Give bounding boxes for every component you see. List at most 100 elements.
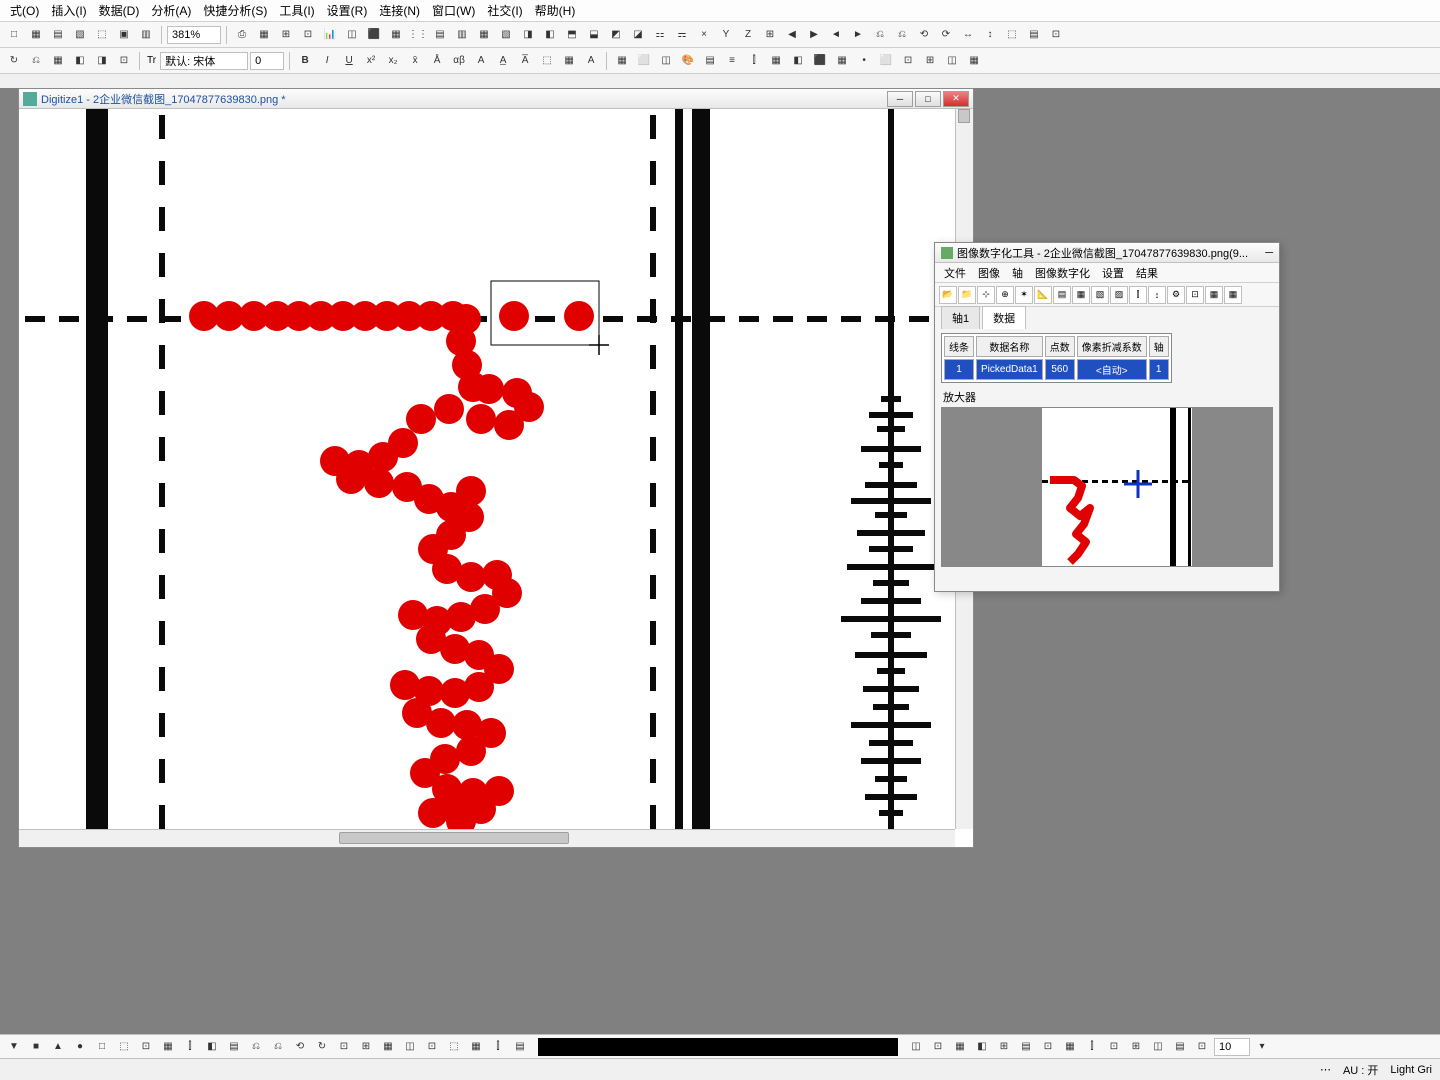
- tb1-right-btn-11[interactable]: ▦: [474, 25, 494, 45]
- bottom-dropdown-icon[interactable]: ▾: [1252, 1037, 1272, 1057]
- bottom-left-btn-16[interactable]: ⊞: [356, 1037, 376, 1057]
- tb1-right-btn-33[interactable]: ↔: [958, 25, 978, 45]
- tb2-post-btn-16[interactable]: ▦: [964, 51, 984, 71]
- style-btn-4[interactable]: x₂: [383, 51, 403, 71]
- tb2-post-btn-12[interactable]: ⬜: [876, 51, 896, 71]
- style-btn-7[interactable]: αβ: [449, 51, 469, 71]
- tb1-right-btn-27[interactable]: ◄: [826, 25, 846, 45]
- bottom-left-btn-0[interactable]: ▼: [4, 1037, 24, 1057]
- bottom-left-btn-18[interactable]: ◫: [400, 1037, 420, 1057]
- tb1-right-btn-36[interactable]: ▤: [1024, 25, 1044, 45]
- dig-tb-btn-5[interactable]: 📐: [1034, 286, 1052, 304]
- digitizer-titlebar[interactable]: 图像数字化工具 - 2企业微信截图_17047877639830.png(9..…: [935, 243, 1279, 263]
- menu-analysis[interactable]: 分析(A): [145, 0, 197, 21]
- tb1-right-btn-8[interactable]: ⋮⋮: [408, 25, 428, 45]
- bottom-left-btn-17[interactable]: ▦: [378, 1037, 398, 1057]
- tb1-right-btn-28[interactable]: ►: [848, 25, 868, 45]
- tb2-post-btn-10[interactable]: ▦: [832, 51, 852, 71]
- tb1-left-btn-5[interactable]: ▣: [114, 25, 134, 45]
- tb1-right-btn-32[interactable]: ⟳: [936, 25, 956, 45]
- tb1-right-btn-6[interactable]: ⬛: [364, 25, 384, 45]
- tb1-right-btn-20[interactable]: ⚎: [672, 25, 692, 45]
- tb2-pre-btn-5[interactable]: ⊡: [114, 51, 134, 71]
- menu-tools[interactable]: 工具(I): [273, 0, 320, 21]
- tb1-left-btn-3[interactable]: ▧: [70, 25, 90, 45]
- tb1-right-btn-31[interactable]: ⟲: [914, 25, 934, 45]
- canvas-viewport[interactable]: [19, 109, 973, 829]
- style-btn-5[interactable]: x̄: [405, 51, 425, 71]
- dig-menu-file[interactable]: 文件: [939, 263, 971, 283]
- tb1-right-btn-34[interactable]: ↕: [980, 25, 1000, 45]
- digitize-canvas[interactable]: [19, 109, 973, 829]
- menu-connect[interactable]: 连接(N): [373, 0, 426, 21]
- bottom-right-btn-9[interactable]: ⊡: [1104, 1037, 1124, 1057]
- style-btn-10[interactable]: A̅: [515, 51, 535, 71]
- zoom-input[interactable]: [167, 26, 221, 44]
- maximize-button[interactable]: □: [915, 91, 941, 107]
- style-btn-3[interactable]: x²: [361, 51, 381, 71]
- style-btn-13[interactable]: A: [581, 51, 601, 71]
- tb1-right-btn-1[interactable]: ▦: [254, 25, 274, 45]
- bottom-left-btn-23[interactable]: ▤: [510, 1037, 530, 1057]
- tb1-left-btn-6[interactable]: ▥: [136, 25, 156, 45]
- tb1-left-btn-2[interactable]: ▤: [48, 25, 68, 45]
- dig-tb-btn-6[interactable]: ▤: [1053, 286, 1071, 304]
- tb1-right-btn-35[interactable]: ⬚: [1002, 25, 1022, 45]
- tb2-post-btn-13[interactable]: ⊡: [898, 51, 918, 71]
- tb1-right-btn-12[interactable]: ▧: [496, 25, 516, 45]
- bottom-right-btn-3[interactable]: ◧: [972, 1037, 992, 1057]
- dig-menu-settings[interactable]: 设置: [1097, 263, 1129, 283]
- tb1-right-btn-14[interactable]: ◧: [540, 25, 560, 45]
- bottom-right-btn-13[interactable]: ⊡: [1192, 1037, 1212, 1057]
- tb1-right-btn-9[interactable]: ▤: [430, 25, 450, 45]
- bottom-right-btn-12[interactable]: ▤: [1170, 1037, 1190, 1057]
- cell-axis[interactable]: 1: [1149, 359, 1169, 380]
- style-btn-2[interactable]: U: [339, 51, 359, 71]
- style-btn-1[interactable]: I: [317, 51, 337, 71]
- bottom-left-btn-8[interactable]: ⫿: [180, 1037, 200, 1057]
- dig-menu-result[interactable]: 结果: [1131, 263, 1163, 283]
- dig-menu-digitize[interactable]: 图像数字化: [1030, 263, 1095, 283]
- tb1-right-btn-23[interactable]: Z: [738, 25, 758, 45]
- bottom-left-btn-12[interactable]: ⎌: [268, 1037, 288, 1057]
- dig-tb-btn-9[interactable]: ▨: [1110, 286, 1128, 304]
- style-btn-11[interactable]: ⬚: [537, 51, 557, 71]
- style-btn-12[interactable]: ▦: [559, 51, 579, 71]
- tb2-post-btn-6[interactable]: ⫿: [744, 51, 764, 71]
- bottom-left-btn-13[interactable]: ⟲: [290, 1037, 310, 1057]
- bottom-right-btn-5[interactable]: ▤: [1016, 1037, 1036, 1057]
- cell-line[interactable]: 1: [944, 359, 974, 380]
- bottom-left-btn-21[interactable]: ▦: [466, 1037, 486, 1057]
- tb2-post-btn-1[interactable]: ⬜: [634, 51, 654, 71]
- dig-tb-btn-10[interactable]: ⫿: [1129, 286, 1147, 304]
- horizontal-scrollbar[interactable]: [19, 829, 955, 847]
- style-btn-6[interactable]: Å: [427, 51, 447, 71]
- tb1-right-btn-24[interactable]: ⊞: [760, 25, 780, 45]
- dig-menu-image[interactable]: 图像: [973, 263, 1005, 283]
- dig-tb-btn-2[interactable]: ⊹: [977, 286, 995, 304]
- menu-insert[interactable]: 插入(I): [45, 0, 92, 21]
- tb1-right-btn-16[interactable]: ⬓: [584, 25, 604, 45]
- tb2-pre-btn-4[interactable]: ◨: [92, 51, 112, 71]
- bottom-left-btn-9[interactable]: ◧: [202, 1037, 222, 1057]
- style-btn-8[interactable]: A: [471, 51, 491, 71]
- bottom-left-btn-11[interactable]: ⎌: [246, 1037, 266, 1057]
- tb1-right-btn-3[interactable]: ⊡: [298, 25, 318, 45]
- hscroll-thumb[interactable]: [339, 832, 569, 844]
- tb2-post-btn-0[interactable]: ▦: [612, 51, 632, 71]
- tb1-right-btn-26[interactable]: ▶: [804, 25, 824, 45]
- tb1-right-btn-10[interactable]: ▥: [452, 25, 472, 45]
- tb2-pre-btn-2[interactable]: ▦: [48, 51, 68, 71]
- style-btn-9[interactable]: A̲: [493, 51, 513, 71]
- dig-tb-btn-13[interactable]: ⊡: [1186, 286, 1204, 304]
- close-button[interactable]: ✕: [943, 91, 969, 107]
- tb2-post-btn-5[interactable]: ≡: [722, 51, 742, 71]
- tb1-left-btn-4[interactable]: ⬚: [92, 25, 112, 45]
- bottom-left-btn-14[interactable]: ↻: [312, 1037, 332, 1057]
- dig-tb-btn-4[interactable]: ✶: [1015, 286, 1033, 304]
- tb1-right-btn-13[interactable]: ◨: [518, 25, 538, 45]
- tb2-post-btn-2[interactable]: ◫: [656, 51, 676, 71]
- tb1-right-btn-25[interactable]: ◀: [782, 25, 802, 45]
- menu-window[interactable]: 窗口(W): [426, 0, 481, 21]
- tb2-pre-btn-0[interactable]: ↻: [4, 51, 24, 71]
